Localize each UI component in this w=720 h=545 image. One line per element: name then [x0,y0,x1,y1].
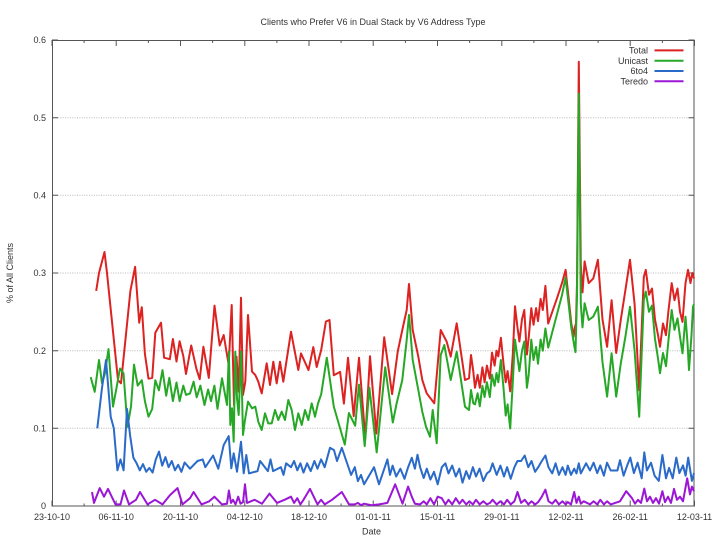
svg-text:12-03-11: 12-03-11 [677,512,712,522]
svg-text:26-02-11: 26-02-11 [613,512,648,522]
svg-text:12-02-11: 12-02-11 [548,512,583,522]
svg-text:23-10-10: 23-10-10 [34,512,70,522]
svg-text:01-01-11: 01-01-11 [356,512,391,522]
svg-text:18-12-10: 18-12-10 [291,512,327,522]
svg-text:% of All Clients: % of All Clients [5,242,15,303]
svg-text:0.3: 0.3 [33,268,46,278]
svg-text:29-01-11: 29-01-11 [484,512,519,522]
svg-text:6to4: 6to4 [630,66,648,76]
svg-text:0.5: 0.5 [33,113,46,123]
svg-text:20-11-10: 20-11-10 [163,512,198,522]
svg-text:0.1: 0.1 [33,424,46,434]
svg-text:Total: Total [629,46,648,56]
svg-text:Clients who Prefer V6 in Dual: Clients who Prefer V6 in Dual Stack by V… [261,17,486,27]
svg-text:Date: Date [362,527,381,537]
svg-text:0.2: 0.2 [33,346,46,356]
svg-text:15-01-11: 15-01-11 [420,512,455,522]
svg-text:04-12-10: 04-12-10 [227,512,263,522]
svg-text:0.4: 0.4 [33,191,46,201]
svg-text:06-11-10: 06-11-10 [99,512,134,522]
svg-text:Unicast: Unicast [618,56,649,66]
svg-text:Teredo: Teredo [620,77,648,87]
svg-text:0: 0 [41,501,46,511]
svg-text:0.6: 0.6 [33,35,46,45]
